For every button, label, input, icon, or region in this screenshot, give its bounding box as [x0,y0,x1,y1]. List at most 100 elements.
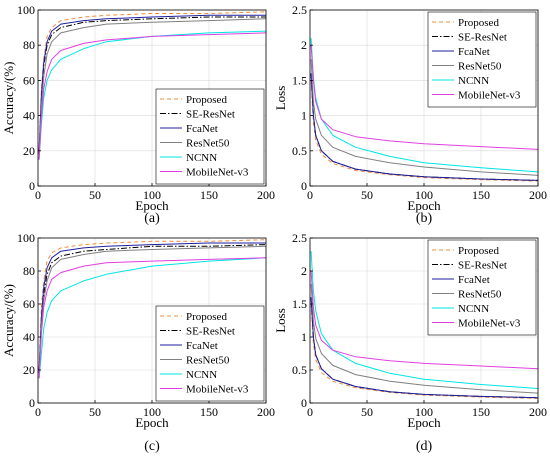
panel-caption: (d) [416,439,433,454]
y-tick-label: 60 [23,297,35,311]
y-tick-label: 40 [23,330,35,344]
y-tick-label: 1.5 [292,297,307,311]
series-line-proposed [38,11,266,151]
x-tick-label: 0 [35,405,41,419]
series-group [38,11,266,160]
y-tick-label: 1.5 [292,73,307,87]
y-tick-label: 2 [301,264,307,278]
series-line-ncnn [38,257,266,379]
series-line-resnet50 [310,59,538,176]
chart-panel-2: 0 50 100 150 200 0 0.5 1 1.5 2 2.5 Epoch Loss (b) Prop… [273,3,547,226]
x-tick-label: 100 [415,188,433,202]
legend-entry: NCNN [458,75,489,87]
series-line-proposed [310,80,538,182]
y-axis-label: Accuracy/(%) [1,62,16,135]
legend-entry: NCNN [186,152,217,164]
x-tick-label: 200 [529,188,547,202]
y-tick-label: 0 [301,396,307,410]
legend-box [427,11,537,108]
series-group [38,239,266,379]
chart-panel-1: 0 50 100 150 200020406080100EpochAccuracy/(%… [1,3,275,226]
legend-entry: ResNet50 [458,289,502,301]
legend-entry: MobileNet-v3 [186,167,249,179]
legend: Proposed SE-ResNet FcaNet ResNet50 NCNN Mobil… [427,239,537,336]
y-tick-label: 100 [17,231,35,245]
y-tick-label: 40 [23,109,35,123]
x-tick-label: 50 [89,188,101,202]
x-tick-label: 150 [472,405,490,419]
panel-caption: (b) [416,211,433,226]
series-line-mobilenet-v3 [310,270,538,370]
legend-box [155,305,265,402]
x-tick-label: 200 [529,405,547,419]
series-group [310,38,538,182]
x-tick-label: 0 [35,188,41,202]
y-tick-label: 2.5 [292,231,307,245]
series-line-fcanet [310,297,538,399]
x-axis-label: Epoch [407,198,441,213]
y-tick-label: 80 [23,264,35,278]
series-line-resnet50 [310,284,538,394]
y-axis-label: Loss [273,308,288,333]
x-tick-label: 150 [200,188,218,202]
y-tick-label: 20 [23,144,35,158]
legend-entry: SE-ResNet [186,109,235,121]
legend-entry: Proposed [186,94,227,106]
series-line-proposed [310,303,538,399]
y-axis-label: Accuracy/(%) [1,284,16,357]
legend: Proposed SE-ResNet FcaNet ResNet50 NCNN Mobil… [155,305,265,402]
y-tick-label: 2.5 [292,3,307,17]
panel-caption: (c) [144,439,160,454]
legend-entry: FcaNet [186,123,218,135]
legend-entry: ResNet50 [186,138,230,150]
series-line-mobilenet-v3 [38,257,266,379]
legend-entry: SE-ResNet [458,260,507,272]
y-tick-label: 100 [17,3,35,17]
legend-entry: FcaNet [186,340,218,352]
y-tick-label: 80 [23,38,35,52]
legend-entry: ResNet50 [458,61,502,73]
legend-entry: MobileNet-v3 [458,318,521,330]
legend: Proposed SE-ResNet FcaNet ResNet50 NCNN Mobil… [427,11,537,108]
x-tick-label: 100 [143,405,161,419]
series-line-proposed [38,239,266,371]
y-tick-label: 0 [29,179,35,193]
legend-entry: MobileNet-v3 [458,90,521,102]
x-tick-label: 0 [307,405,313,419]
x-tick-label: 150 [200,405,218,419]
legend-entry: NCNN [458,303,489,315]
legend-entry: SE-ResNet [186,326,235,338]
x-axis-label: Epoch [135,415,169,430]
x-axis-label: Epoch [407,415,441,430]
series-line-mobilenet-v3 [310,45,538,150]
legend-entry: MobileNet-v3 [186,384,249,396]
legend-entry: Proposed [186,311,227,323]
series-line-fcanet [38,14,266,151]
x-tick-label: 50 [361,188,373,202]
series-line-resnet50 [38,18,266,155]
legend-entry: SE-ResNet [458,32,507,44]
legend-entry: FcaNet [458,274,490,286]
series-group [310,251,538,399]
y-tick-label: 0 [301,179,307,193]
legend-box [155,88,265,185]
x-tick-label: 150 [472,188,490,202]
series-line-resnet50 [38,245,266,374]
y-axis-label: Loss [273,86,288,111]
x-tick-label: 50 [89,405,101,419]
y-tick-label: 0.5 [292,363,307,377]
series-line-ncnn [38,30,266,160]
series-line-fcanet [310,73,538,181]
chart-panel-3: 0 50 100 150 200020406080100EpochAccuracy/(%… [1,231,275,454]
series-line-mobilenet-v3 [38,32,266,160]
x-tick-label: 200 [257,405,275,419]
y-tick-label: 1 [301,330,307,344]
panel-caption: (a) [144,211,160,226]
legend-entry: Proposed [458,245,499,257]
series-line-ncnn [310,251,538,389]
legend-entry: FcaNet [458,46,490,58]
x-tick-label: 100 [143,188,161,202]
series-line-fcanet [38,242,266,371]
y-tick-label: 0 [29,396,35,410]
x-tick-label: 50 [361,405,373,419]
